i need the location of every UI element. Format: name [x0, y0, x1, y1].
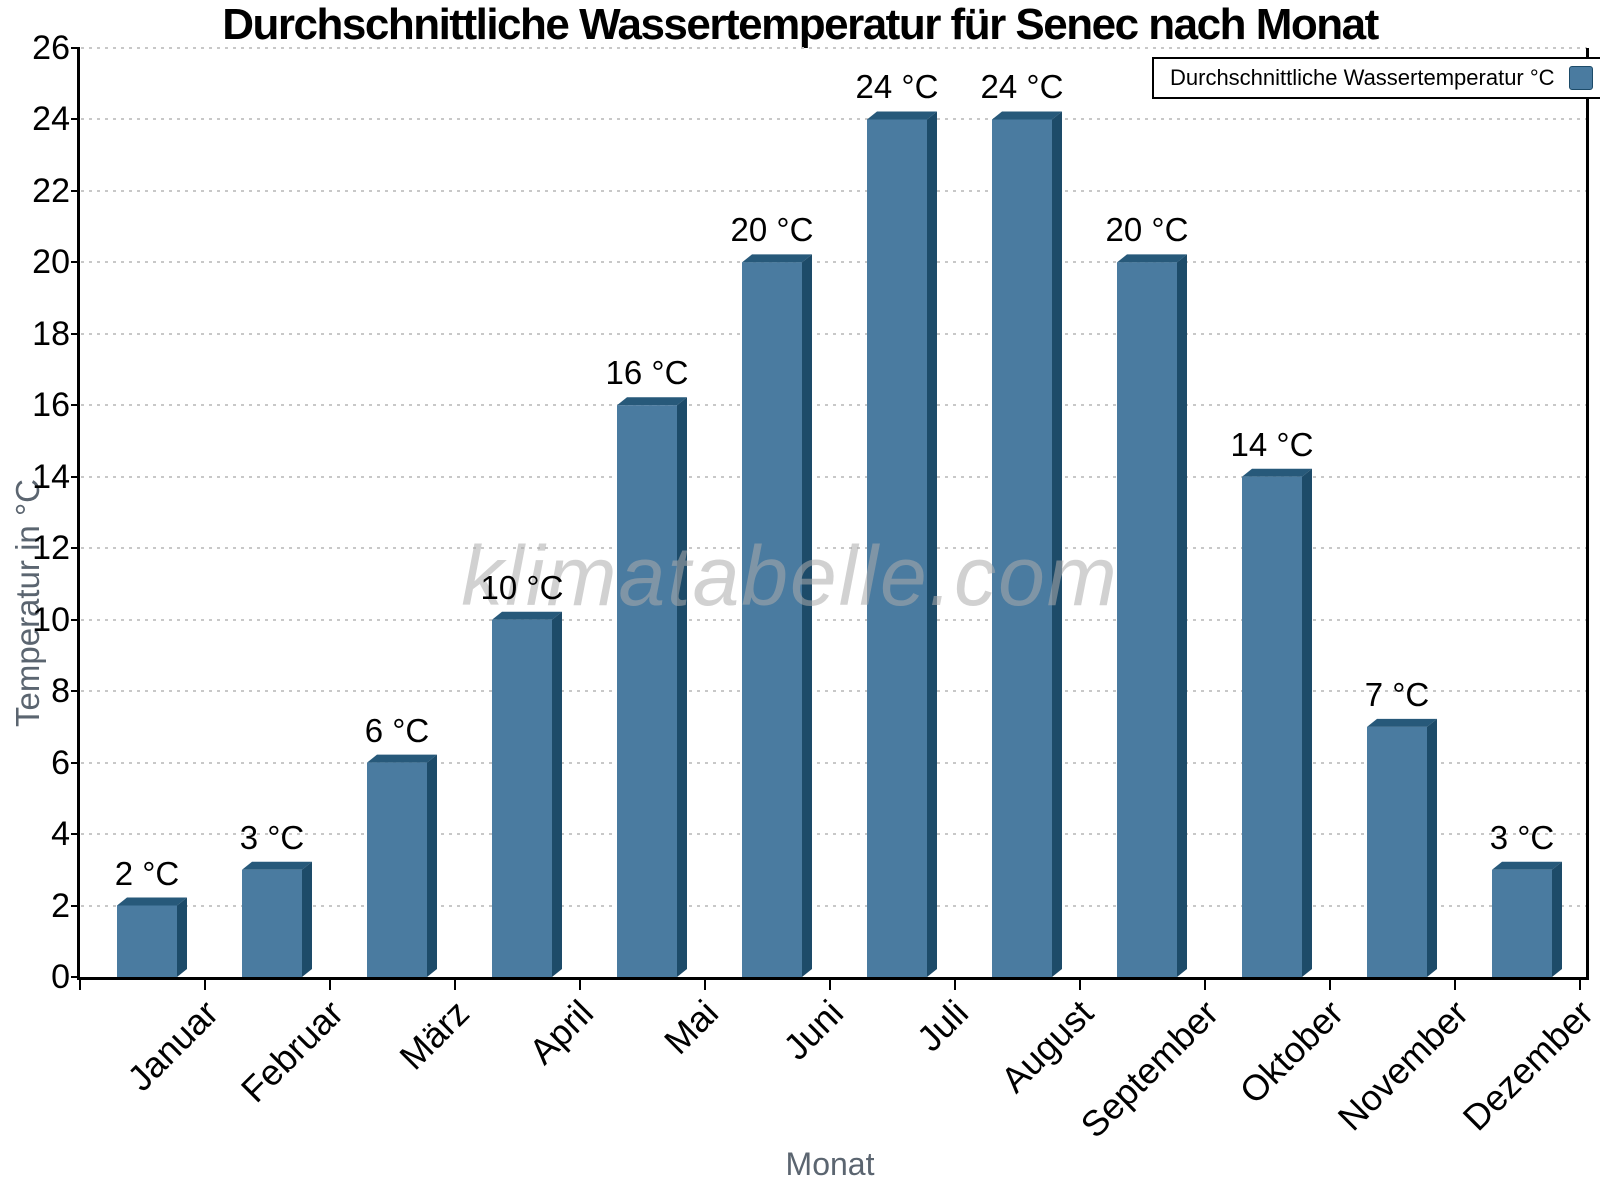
y-tick-label: 2: [51, 886, 70, 925]
bar-value-label: 14 °C: [1230, 425, 1314, 463]
grid-line: [81, 547, 1587, 550]
bar-value-label: 7 °C: [1364, 675, 1430, 713]
bar-value-label: 24 °C: [980, 68, 1064, 106]
bar-value-label: 20 °C: [1105, 211, 1189, 249]
x-axis-line: [77, 977, 1589, 980]
x-tick: [579, 977, 581, 990]
grid-line: [81, 761, 1587, 764]
bar-value-label: 3 °C: [1489, 818, 1555, 856]
bar-value-label: 24 °C: [855, 68, 939, 106]
y-tick-label: 22: [32, 171, 70, 210]
y-tick: [71, 189, 80, 192]
legend[interactable]: Durchschnittliche Wassertemperatur °C: [1152, 57, 1600, 99]
grid-line: [81, 118, 1587, 121]
bar-value-label: 10 °C: [480, 568, 564, 606]
bar-column-juli[interactable]: [867, 111, 937, 977]
legend-swatch-icon: [1568, 66, 1593, 90]
y-tick: [71, 261, 80, 264]
y-tick: [71, 475, 80, 478]
bar-value-label: 20 °C: [730, 211, 814, 249]
watermark: klimatabelle.com: [461, 529, 1119, 623]
y-tick: [71, 547, 80, 550]
y-tick: [71, 404, 80, 407]
x-tick: [79, 977, 81, 990]
x-tick: [1079, 977, 1081, 990]
x-tick: [954, 977, 956, 990]
x-tick: [704, 977, 706, 990]
legend-label: Durchschnittliche Wassertemperatur °C: [1170, 65, 1555, 90]
grid-line: [81, 404, 1587, 407]
y-tick: [71, 690, 80, 693]
x-tick: [829, 977, 831, 990]
y-tick: [71, 761, 80, 764]
y-tick-label: 10: [32, 600, 70, 639]
plot-right-border: [1586, 48, 1589, 980]
bar-column-januar[interactable]: [117, 897, 187, 977]
bar-column-mai[interactable]: [617, 397, 687, 977]
bar-value-label: 6 °C: [364, 711, 430, 749]
bar-column-oktober[interactable]: [1242, 468, 1312, 977]
x-axis-title: Monat: [785, 1146, 875, 1182]
bar-column-august[interactable]: [992, 111, 1062, 977]
grid-line: [81, 189, 1587, 192]
y-tick-label: 16: [32, 386, 70, 425]
x-tick: [1454, 977, 1456, 990]
y-tick: [71, 976, 80, 978]
x-tick: [1204, 977, 1206, 990]
x-tick: [329, 977, 331, 990]
y-tick: [71, 904, 80, 907]
y-tick: [71, 118, 80, 121]
bar-value-label: 16 °C: [605, 354, 689, 392]
y-tick-label: 26: [32, 29, 70, 67]
grid-line: [81, 47, 1587, 49]
y-tick: [71, 833, 80, 836]
y-tick: [71, 47, 80, 49]
grid-line: [81, 261, 1587, 264]
y-tick-label: 4: [51, 815, 70, 854]
bar-value-label: 3 °C: [239, 818, 305, 856]
grid-line: [81, 833, 1587, 836]
bar-column-juni[interactable]: [742, 254, 812, 977]
x-tick: [1579, 977, 1581, 990]
y-tick-label: 12: [32, 529, 70, 568]
chart-title: Durchschnittliche Wassertemperatur für S…: [222, 0, 1379, 49]
bar-column-november[interactable]: [1367, 718, 1437, 977]
bar-column-september[interactable]: [1117, 254, 1187, 977]
bar-column-dezember[interactable]: [1492, 861, 1562, 977]
bar-column-märz[interactable]: [367, 754, 437, 977]
y-axis-line: [77, 48, 80, 980]
bar-column-februar[interactable]: [242, 861, 312, 977]
x-tick: [454, 977, 456, 990]
grid-line: [81, 332, 1587, 335]
y-tick-label: 24: [32, 100, 70, 139]
grid-line: [81, 904, 1587, 907]
grid-line: [81, 690, 1587, 693]
bar-column-april[interactable]: [492, 611, 562, 977]
y-tick: [71, 332, 80, 335]
y-tick-label: 20: [32, 243, 70, 282]
y-tick-label: 0: [51, 958, 70, 996]
grid-line: [81, 475, 1587, 478]
x-tick: [204, 977, 206, 990]
y-tick: [71, 618, 80, 621]
grid-line: [81, 618, 1587, 621]
x-tick: [1329, 977, 1331, 990]
y-tick-label: 8: [51, 672, 70, 711]
y-tick-label: 18: [32, 314, 70, 353]
bar-value-label: 2 °C: [114, 854, 180, 892]
y-tick-label: 14: [32, 457, 70, 496]
y-tick-label: 6: [51, 743, 70, 782]
